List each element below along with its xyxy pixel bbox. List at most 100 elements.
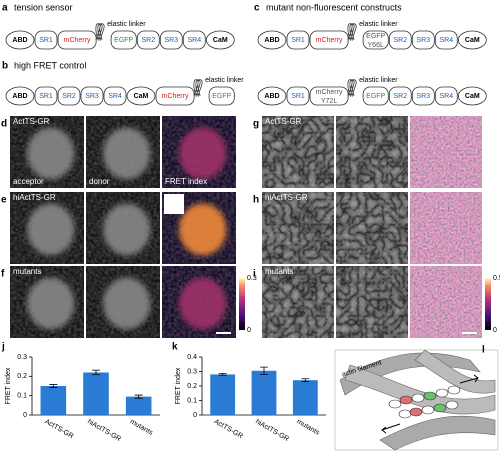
domain-label: SR4 xyxy=(187,37,201,44)
domain-label: SR2 xyxy=(141,37,155,44)
domain xyxy=(362,86,389,106)
domain xyxy=(136,30,160,50)
construct-name: hiActTS-GR xyxy=(13,193,56,202)
cell xyxy=(179,277,227,330)
panel-label: g xyxy=(253,119,259,130)
cell xyxy=(103,203,151,256)
domain-sublabel: Y66L xyxy=(368,42,384,49)
domain xyxy=(434,86,458,106)
x-tick-label: mutants xyxy=(295,418,320,437)
bar xyxy=(40,386,67,415)
y-tick-label: 0.2 xyxy=(17,373,27,380)
panel-label: e xyxy=(1,195,7,206)
domain xyxy=(411,86,435,106)
elastic-linker xyxy=(193,79,203,98)
domain-label: EGFP xyxy=(114,37,133,44)
domain-label: SR3 xyxy=(416,93,430,100)
micrograph xyxy=(162,116,236,188)
domain-label: SR1 xyxy=(39,37,53,44)
linker-label: elastic linker xyxy=(359,21,398,28)
domain xyxy=(388,86,412,106)
elastic-linker xyxy=(347,23,357,42)
y-axis-label: FRET index xyxy=(175,367,182,404)
image-texture xyxy=(262,266,334,338)
image-texture xyxy=(336,192,408,264)
cell xyxy=(27,277,75,330)
domain xyxy=(5,30,35,50)
y-tick-label: 0.1 xyxy=(187,397,197,404)
colorbar-label: 0 xyxy=(247,327,251,334)
y-tick-label: 0.1 xyxy=(17,393,27,400)
domain-label: SR2 xyxy=(393,93,407,100)
domain-label: CaM xyxy=(134,93,149,100)
image-texture xyxy=(410,266,482,338)
domain-label: mCherry xyxy=(316,37,343,44)
image-texture xyxy=(262,192,334,264)
domain xyxy=(286,30,310,50)
colorbar-label: 0.3 xyxy=(247,275,257,282)
image-texture xyxy=(410,116,482,188)
colorbar-label: 0.5 xyxy=(493,275,500,282)
error-bar xyxy=(218,373,227,376)
image-texture xyxy=(410,192,482,264)
micrograph xyxy=(336,116,408,188)
micrograph xyxy=(86,266,160,338)
micrograph xyxy=(162,266,236,338)
domain-label: mCherry xyxy=(64,37,91,44)
domain xyxy=(257,30,287,50)
image-texture xyxy=(262,116,334,188)
image-caption: acceptor xyxy=(13,177,44,186)
y-tick-label: 0.3 xyxy=(17,354,27,361)
x-tick-label: hiActTS-GR xyxy=(254,418,290,443)
image-texture xyxy=(336,266,408,338)
error-bar xyxy=(260,366,268,375)
construct-name: ActTS-GR xyxy=(13,117,50,126)
domain xyxy=(388,30,412,50)
error-bar xyxy=(92,369,100,376)
domain-label: EGFP xyxy=(212,93,231,100)
micrograph xyxy=(336,192,408,264)
x-tick-label: ActTS-GR xyxy=(213,418,244,440)
construct-title: mutant non-fluorescent constructs xyxy=(266,2,402,12)
domain-label: mCherry xyxy=(162,93,189,100)
domain xyxy=(457,86,487,106)
domain-label: ABD xyxy=(264,93,279,100)
cell xyxy=(27,127,75,180)
micrograph xyxy=(410,266,482,338)
micrograph xyxy=(262,192,334,264)
domain-label: SR4 xyxy=(108,93,122,100)
domain xyxy=(457,30,487,50)
panel-label: k xyxy=(172,342,178,353)
micrograph xyxy=(262,116,334,188)
domain-label: SR2 xyxy=(62,93,76,100)
micrograph xyxy=(10,116,84,188)
domain-label: SR4 xyxy=(439,37,453,44)
panel-label: c xyxy=(254,3,260,14)
domain xyxy=(5,86,35,106)
bar xyxy=(125,396,152,415)
domain-label: ABD xyxy=(12,37,27,44)
x-tick-label: mutants xyxy=(129,418,154,437)
domain xyxy=(362,30,389,50)
y-tick-label: 0 xyxy=(193,412,197,419)
domain-label: SR3 xyxy=(164,37,178,44)
error-bar xyxy=(301,378,310,383)
domain xyxy=(208,86,235,106)
cell xyxy=(27,203,75,256)
bar xyxy=(83,372,109,415)
schematic: actin filament l xyxy=(334,345,499,451)
domain xyxy=(286,86,310,106)
construct-title: tension sensor xyxy=(14,2,73,12)
x-tick-label: ActTS-GR xyxy=(43,418,74,440)
y-tick-label: 0.3 xyxy=(187,368,197,375)
micrograph xyxy=(86,192,160,264)
elastic-linker xyxy=(347,79,357,98)
domain xyxy=(34,30,58,50)
domain-label: SR1 xyxy=(39,93,53,100)
micrograph xyxy=(336,266,408,338)
linker-label: elastic linker xyxy=(107,21,146,28)
cell xyxy=(103,127,151,180)
bar xyxy=(292,380,318,415)
micrograph xyxy=(410,192,482,264)
